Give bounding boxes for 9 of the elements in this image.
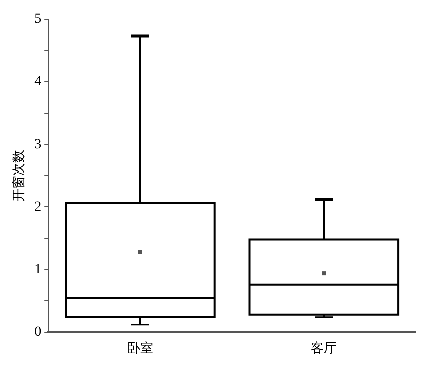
y-tick-label: 0: [34, 325, 42, 340]
y-tick-label: 2: [34, 200, 42, 215]
x-tick-label: 卧室: [127, 340, 154, 357]
y-tick-label: 4: [34, 74, 42, 90]
y-tick-label: 1: [34, 262, 42, 278]
x-tick-label: 客厅: [311, 340, 338, 357]
y-axis-title: 开窗次数: [11, 150, 28, 202]
y-tick-label: 3: [34, 137, 42, 152]
y-tick-label: 5: [34, 12, 42, 28]
